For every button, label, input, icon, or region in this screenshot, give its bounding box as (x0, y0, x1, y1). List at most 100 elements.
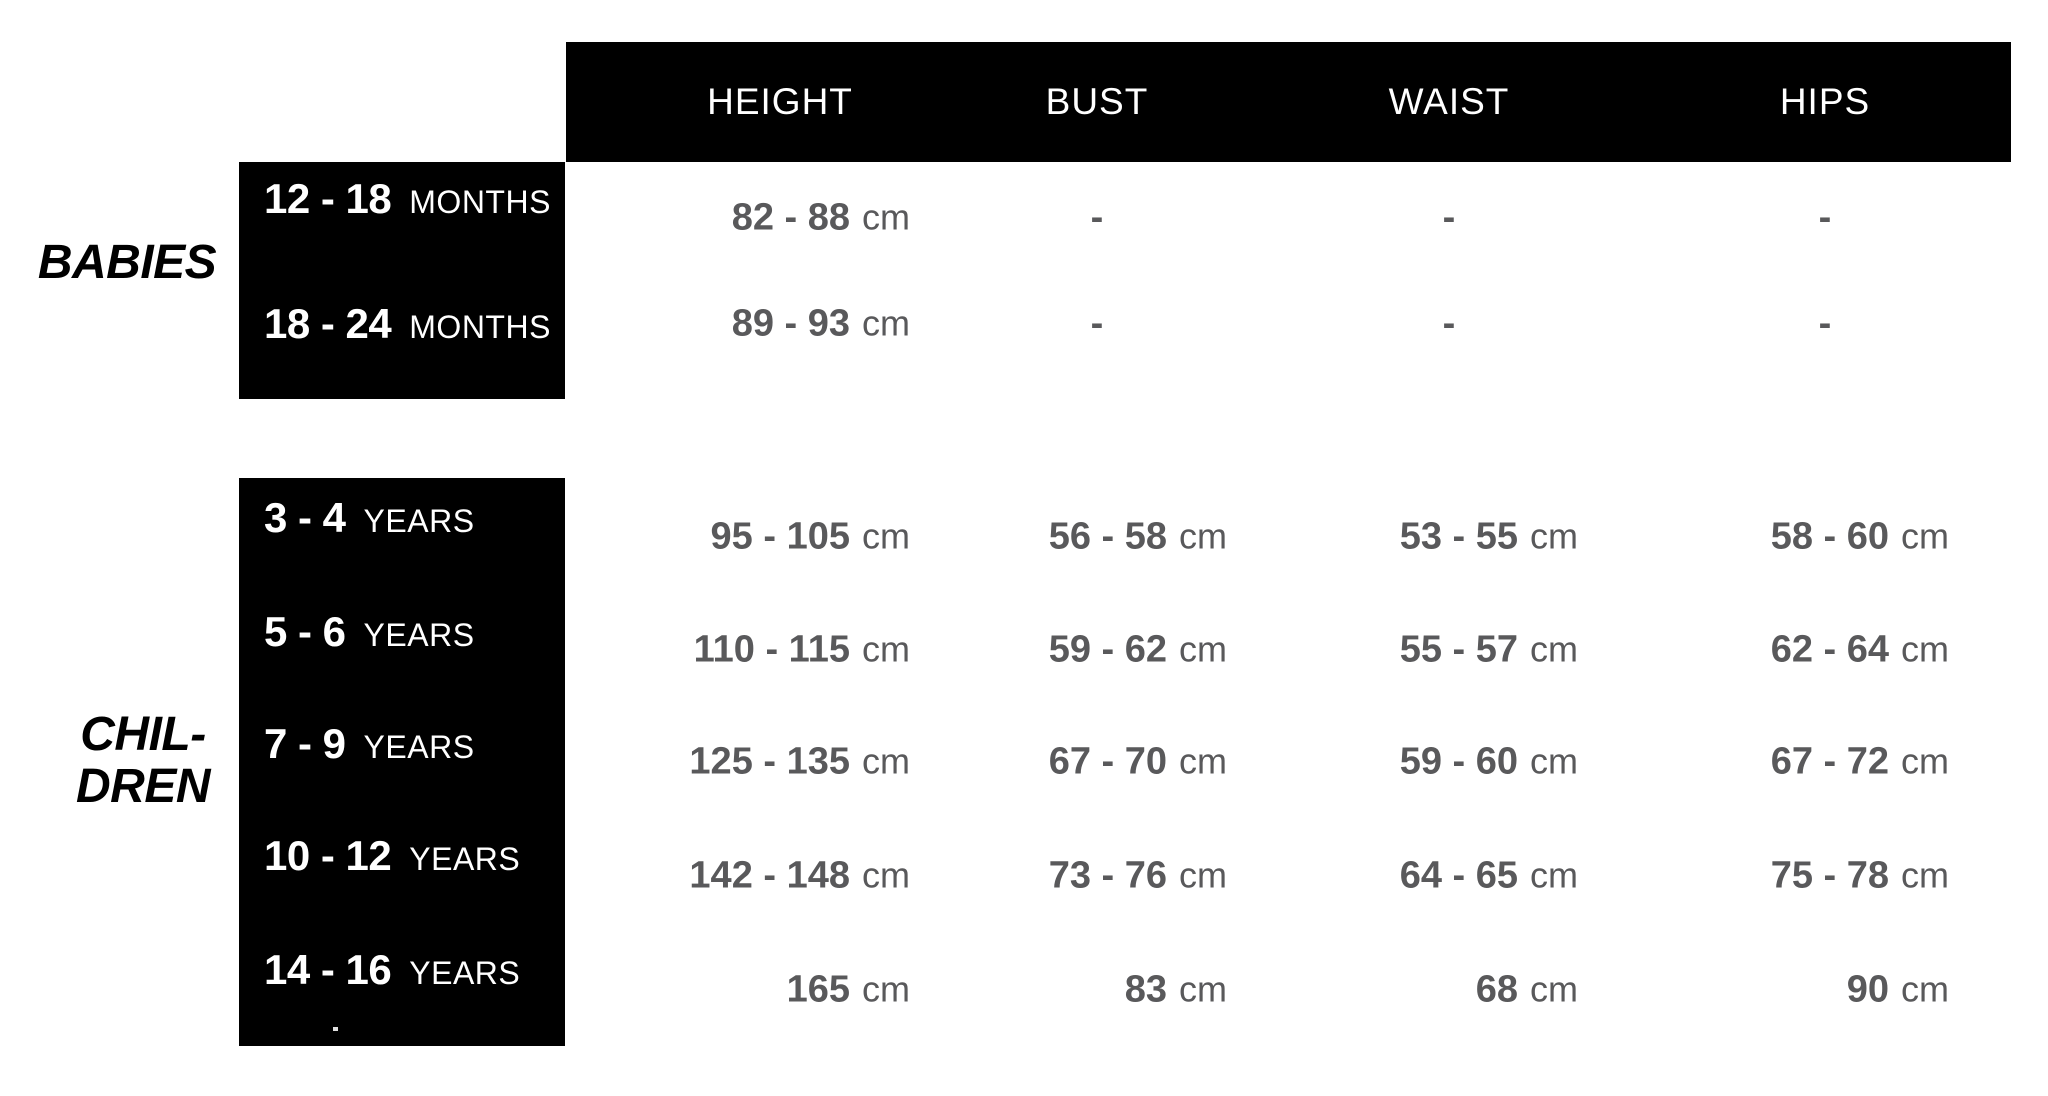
measurement-cell: 110 - 115 cm (520, 629, 910, 672)
age-range: 5 - 6 (264, 608, 346, 655)
measurement-unit: cm (1901, 968, 1949, 1010)
age-range: 7 - 9 (264, 720, 346, 767)
section-label-line: DREN (75, 760, 211, 813)
age-range: 14 - 16 (264, 946, 392, 993)
column-header-height: HEIGHT (707, 81, 853, 122)
measurement-unit: cm (862, 196, 910, 238)
measurement-value: 110 - 115 (693, 628, 850, 671)
measurement-unit: cm (1179, 740, 1227, 782)
children-age-box (239, 478, 565, 1046)
age-row: 14 - 16 YEARS (264, 946, 520, 994)
babies-age-box (239, 162, 565, 399)
age-row: 7 - 9 YEARS (264, 720, 475, 768)
measurement-cell: 142 - 148 cm (520, 855, 910, 898)
measurement-cell: 56 - 58 cm (837, 516, 1227, 559)
measurement-cell: 53 - 55 cm (1188, 516, 1578, 559)
measurement-cell: 59 - 60 cm (1188, 741, 1578, 784)
measurement-cell: 64 - 65 cm (1188, 855, 1578, 898)
measurement-unit: cm (1179, 854, 1227, 896)
measurement-value: 58 - 60 (1770, 515, 1889, 558)
empty-value-dash: - (1090, 196, 1104, 239)
measurement-cell: 62 - 64 cm (1559, 629, 1949, 672)
measurement-cell: 90 cm (1559, 969, 1949, 1012)
section-label-children: CHIL- DREN (75, 708, 211, 813)
measurement-value: 73 - 76 (1048, 854, 1167, 897)
measurement-cell: 58 - 60 cm (1559, 516, 1949, 559)
empty-value-dash: - (1090, 302, 1104, 345)
image-speck (333, 1027, 338, 1031)
measurement-value: 83 (1124, 968, 1167, 1011)
measurement-value: 142 - 148 (689, 854, 850, 897)
measurement-unit: cm (1530, 515, 1578, 557)
age-row: 12 - 18 MONTHS (264, 175, 551, 223)
age-row: 18 - 24 MONTHS (264, 300, 551, 348)
measurement-cell: 59 - 62 cm (837, 629, 1227, 672)
measurement-cell: 89 - 93 cm (520, 303, 910, 346)
measurement-cell: 125 - 135 cm (520, 741, 910, 784)
age-row: 10 - 12 YEARS (264, 832, 520, 880)
measurement-cell: 95 - 105 cm (520, 516, 910, 559)
age-unit-label: MONTHS (409, 184, 551, 220)
measurement-cell: 68 cm (1188, 969, 1578, 1012)
measurement-unit: cm (1179, 628, 1227, 670)
measurement-value: 62 - 64 (1770, 628, 1889, 671)
age-unit-label: YEARS (363, 729, 475, 765)
measurement-cell: 73 - 76 cm (837, 855, 1227, 898)
section-label-line: BABIES (37, 236, 217, 289)
empty-value-dash: - (1818, 302, 1832, 345)
measurement-unit: cm (862, 515, 910, 557)
column-header-bust: BUST (1045, 81, 1149, 122)
measurement-unit: cm (1530, 968, 1578, 1010)
measurement-value: 64 - 65 (1399, 854, 1518, 897)
measurement-unit: cm (862, 854, 910, 896)
measurement-value: 75 - 78 (1770, 854, 1889, 897)
empty-value-dash: - (1442, 302, 1456, 345)
column-header-waist: WAIST (1388, 81, 1510, 122)
measurement-cell: 55 - 57 cm (1188, 629, 1578, 672)
measurement-cell: 75 - 78 cm (1559, 855, 1949, 898)
measurement-value: 89 - 93 (731, 302, 850, 345)
section-label-babies: BABIES (37, 236, 217, 289)
age-unit-label: YEARS (409, 955, 521, 991)
age-unit-label: MONTHS (409, 309, 551, 345)
measurement-cell: 67 - 72 cm (1559, 741, 1949, 784)
age-unit-label: YEARS (409, 841, 521, 877)
measurement-unit: cm (1901, 740, 1949, 782)
measurement-value: 59 - 62 (1048, 628, 1167, 671)
measurement-value: 59 - 60 (1399, 740, 1518, 783)
measurement-cell: 67 - 70 cm (837, 741, 1227, 784)
age-unit-label: YEARS (363, 503, 475, 539)
age-row: 5 - 6 YEARS (264, 608, 475, 656)
measurement-value: 95 - 105 (710, 515, 850, 558)
measurement-unit: cm (862, 968, 910, 1010)
measurement-value: 55 - 57 (1399, 628, 1518, 671)
age-row: 3 - 4 YEARS (264, 494, 475, 542)
age-range: 3 - 4 (264, 494, 346, 541)
section-label-line: CHIL- (80, 708, 206, 761)
measurement-unit: cm (1901, 515, 1949, 557)
measurement-value: 125 - 135 (689, 740, 850, 783)
measurement-unit: cm (1901, 854, 1949, 896)
measurement-unit: cm (862, 302, 910, 344)
measurement-unit: cm (1179, 515, 1227, 557)
measurement-unit: cm (1530, 854, 1578, 896)
measurement-value: 67 - 72 (1770, 740, 1889, 783)
measurement-value: 165 (786, 968, 850, 1011)
measurement-unit: cm (1179, 968, 1227, 1010)
measurement-value: 82 - 88 (731, 196, 850, 239)
table-header-bar: HEIGHT BUST WAIST HIPS (566, 42, 2011, 162)
measurement-unit: cm (1530, 628, 1578, 670)
measurement-cell: 82 - 88 cm (520, 197, 910, 240)
measurement-value: 68 (1475, 968, 1518, 1011)
age-range: 10 - 12 (264, 832, 392, 879)
measurement-unit: cm (1530, 740, 1578, 782)
measurement-value: 67 - 70 (1048, 740, 1167, 783)
column-header-hips: HIPS (1779, 81, 1871, 122)
age-unit-label: YEARS (363, 617, 475, 653)
measurement-cell: 165 cm (520, 969, 910, 1012)
measurement-unit: cm (1901, 628, 1949, 670)
measurement-value: 90 (1846, 968, 1889, 1011)
measurement-value: 56 - 58 (1048, 515, 1167, 558)
empty-value-dash: - (1818, 196, 1832, 239)
